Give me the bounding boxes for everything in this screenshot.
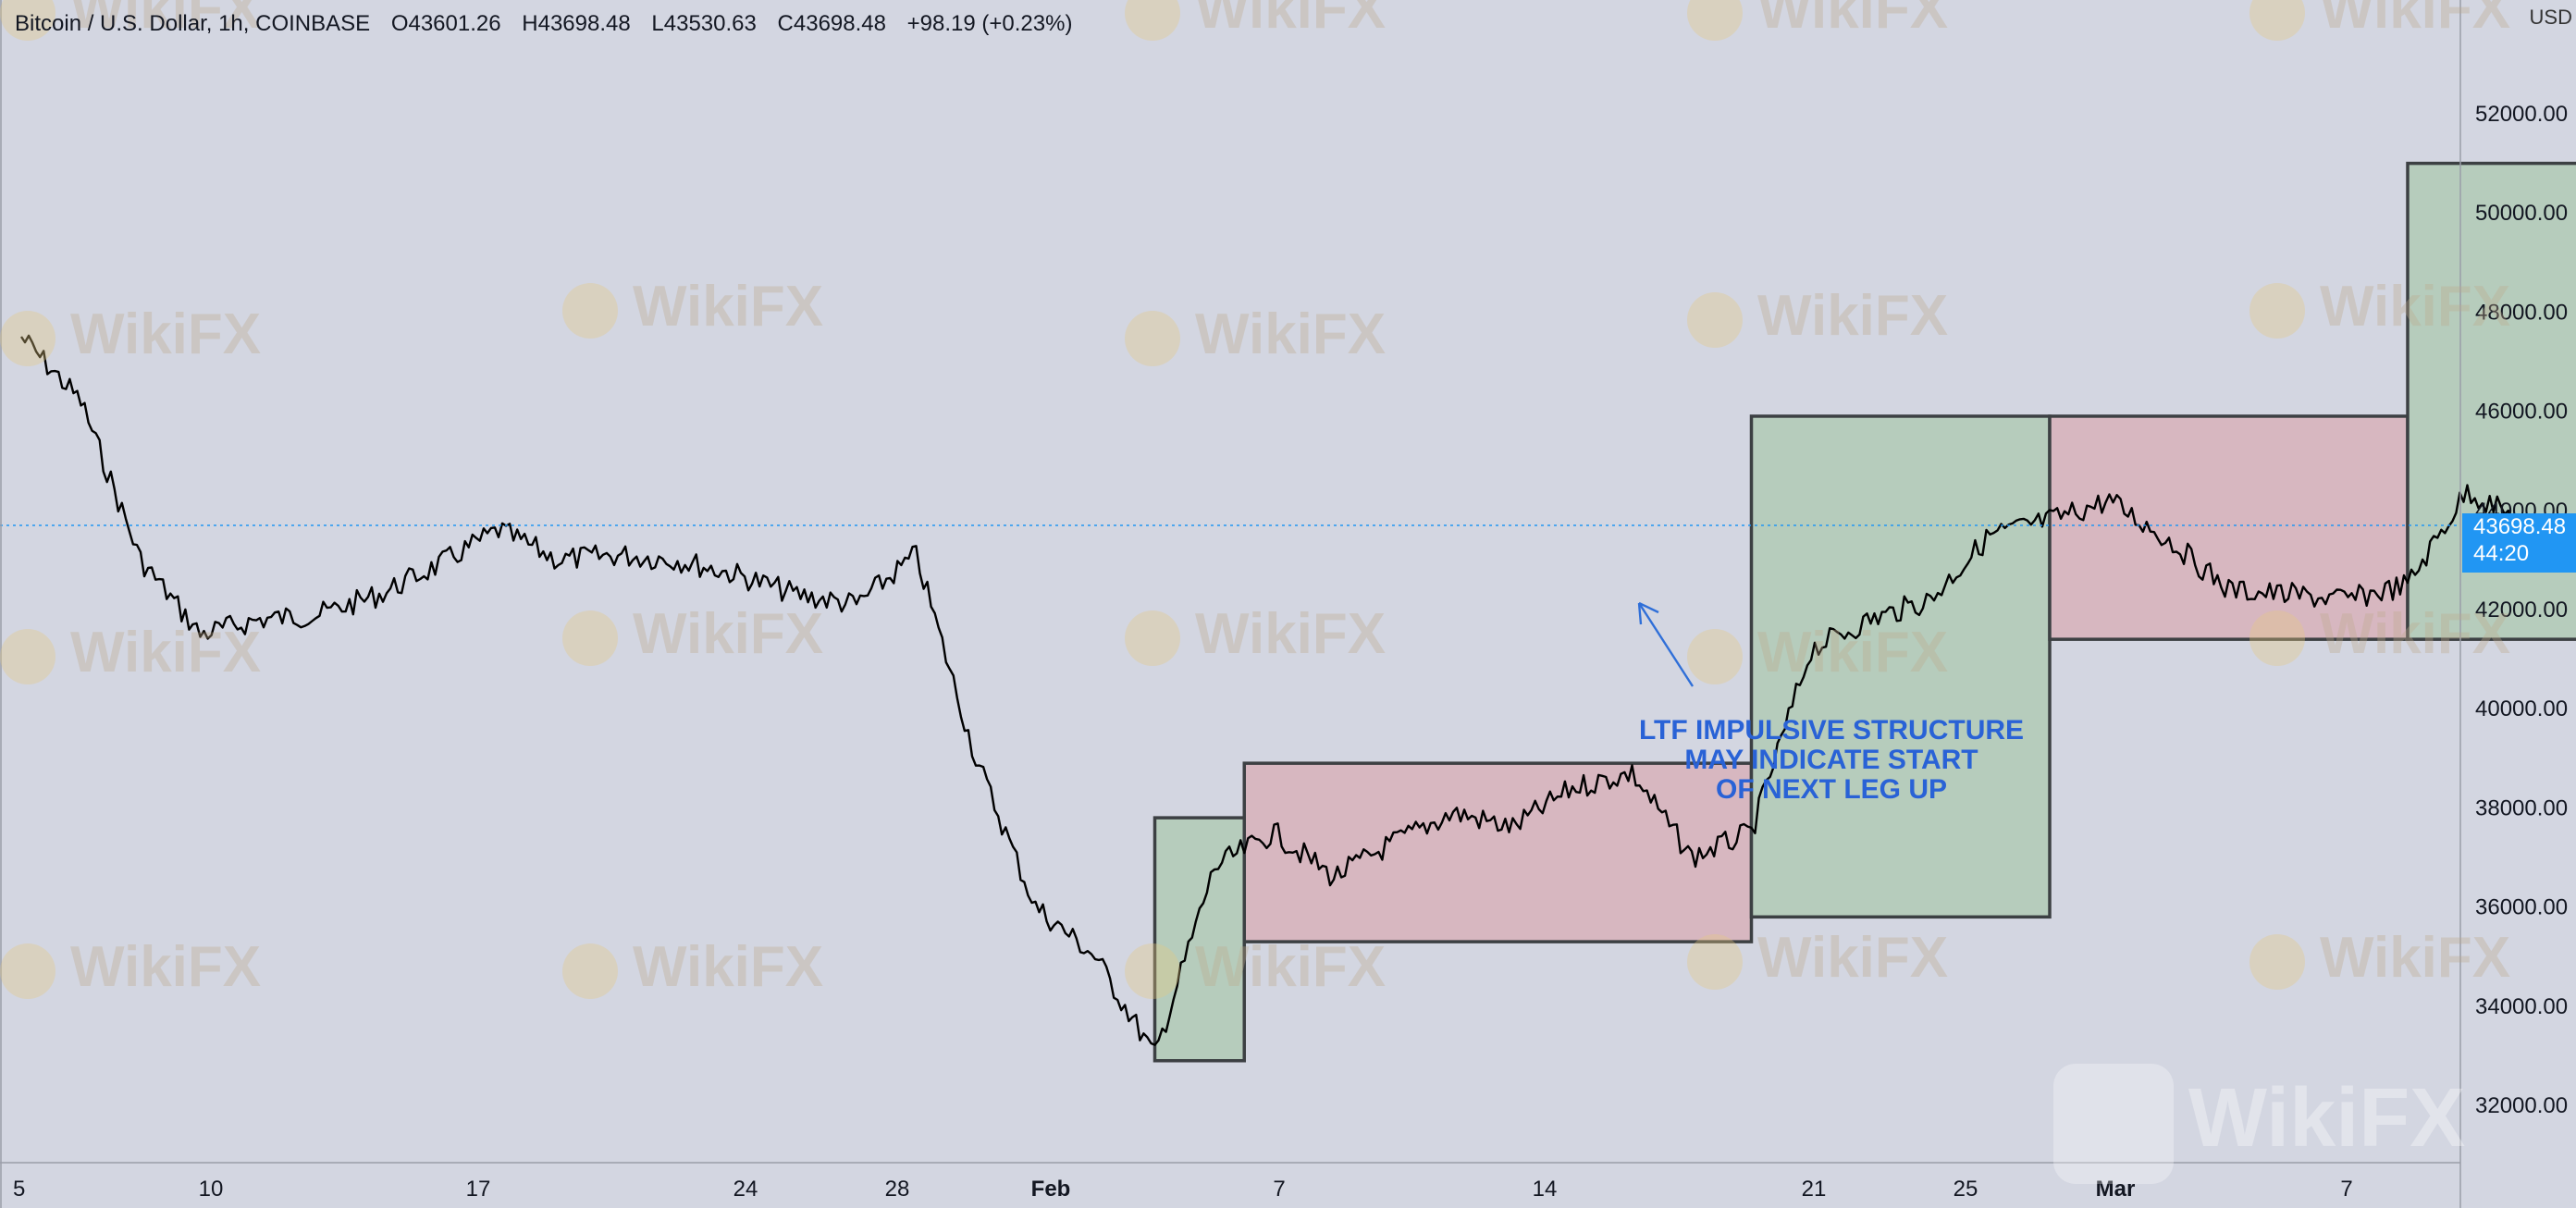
close-label: C — [777, 11, 794, 36]
wikifx-logo-icon — [562, 610, 618, 666]
wikifx-logo-icon — [0, 0, 55, 41]
green-zone-box[interactable] — [1749, 414, 2052, 919]
wikifx-logo-icon — [1687, 291, 1743, 348]
currency-label[interactable]: USD — [2529, 6, 2572, 29]
annotation-line: MAY INDICATE START — [1684, 745, 1978, 775]
price-tick-label: 46000.00 — [2475, 400, 2568, 425]
time-tick-label: 24 — [733, 1177, 758, 1202]
wikifx-logo-icon — [1687, 0, 1743, 41]
wikifx-logo-icon — [1125, 943, 1180, 999]
close-value: 43698.48 — [793, 11, 886, 36]
watermark: WikiFX — [562, 274, 823, 339]
time-tick-label: 17 — [466, 1177, 491, 1202]
symbol-legend[interactable]: Bitcoin / U.S. Dollar, 1h, COINBASE O436… — [15, 11, 1072, 37]
low-value: 43530.63 — [663, 11, 757, 36]
time-tick-label: Mar — [2096, 1177, 2136, 1202]
wikifx-logo-icon — [1687, 628, 1743, 684]
wikifx-logo-icon — [562, 282, 618, 339]
annotation-pointer-arrow — [1637, 602, 1695, 687]
watermark: WikiFX — [2249, 925, 2510, 991]
wikifx-logo-icon — [2249, 933, 2305, 990]
time-tick-label: Feb — [1031, 1177, 1071, 1202]
watermark-large: WikiFX — [2053, 1064, 2465, 1184]
price-tick-label: 32000.00 — [2475, 1093, 2568, 1118]
wikifx-logo-icon — [562, 943, 618, 999]
watermark: WikiFX — [562, 601, 823, 667]
annotation-line: LTF IMPULSIVE STRUCTURE — [1638, 715, 2025, 746]
current-price-tag: 43698.48 44:20 — [2462, 513, 2576, 573]
watermark: WikiFX — [0, 934, 261, 1000]
wikifx-logo-icon — [1687, 933, 1743, 990]
wikifx-logo-icon — [0, 310, 55, 366]
annotation-text[interactable]: LTF IMPULSIVE STRUCTURE MAY INDICATE STA… — [1628, 716, 2035, 805]
wikifx-logo-icon — [2249, 282, 2305, 339]
watermark: WikiFX — [1125, 601, 1386, 667]
wikifx-logo-icon — [0, 943, 55, 999]
watermark: WikiFX — [1687, 925, 1948, 991]
time-tick-label: 7 — [2340, 1177, 2352, 1202]
wikifx-logo-icon — [2249, 610, 2305, 666]
price-tick-label: 36000.00 — [2475, 895, 2568, 920]
annotation-line: OF NEXT LEG UP — [1715, 774, 1948, 805]
wikifx-logo-icon — [1125, 610, 1180, 666]
watermark: WikiFX — [0, 302, 261, 367]
watermark: WikiFX — [1125, 934, 1386, 1000]
wikifx-logo-icon — [0, 628, 55, 684]
watermark: WikiFX — [1687, 0, 1948, 42]
time-tick-label: 5 — [13, 1177, 25, 1202]
price-tick-label: 50000.00 — [2475, 201, 2568, 226]
watermark: WikiFX — [1125, 302, 1386, 367]
watermark: WikiFX — [2249, 0, 2510, 42]
watermark: WikiFX — [562, 934, 823, 1000]
price-tick-label: 40000.00 — [2475, 696, 2568, 721]
high-label: H — [522, 11, 538, 36]
time-tick-label: 21 — [1802, 1177, 1827, 1202]
time-tick-label: 28 — [885, 1177, 910, 1202]
watermark: WikiFX — [1687, 283, 1948, 349]
time-tick-label: 7 — [1273, 1177, 1285, 1202]
price-tick-label: 34000.00 — [2475, 994, 2568, 1019]
watermark: WikiFX — [0, 620, 261, 685]
change-value: +98.19 (+0.23%) — [906, 11, 1073, 36]
price-series-line — [19, 334, 2529, 1046]
wikifx-logo-icon — [1125, 0, 1180, 41]
low-label: L — [651, 11, 664, 36]
time-tick-label: 10 — [199, 1177, 224, 1202]
symbol-title[interactable]: Bitcoin / U.S. Dollar, 1h, COINBASE — [15, 11, 371, 36]
time-scale[interactable]: 5 10 17 24 28 Feb 7 14 21 25 Mar 7 — [13, 1177, 2353, 1202]
wikifx-logo-icon — [2249, 0, 2305, 41]
high-value: 43698.48 — [537, 11, 631, 36]
price-tick-label: 42000.00 — [2475, 598, 2568, 622]
price-scale[interactable]: 52000.0050000.0048000.0046000.0044000.00… — [2475, 102, 2568, 1118]
watermark: WikiFX — [1687, 620, 1948, 685]
watermark: WikiFX — [1125, 0, 1386, 42]
price-tick-label: 52000.00 — [2475, 102, 2568, 127]
watermark: WikiFX — [0, 0, 261, 42]
open-label: O — [390, 11, 409, 36]
open-value: 43601.26 — [408, 11, 501, 36]
time-tick-label: 14 — [1533, 1177, 1558, 1202]
wikifx-logo-icon — [1125, 310, 1180, 366]
current-price-value: 43698.48 — [2473, 514, 2567, 539]
red-zone-box[interactable] — [1242, 761, 1754, 943]
watermark: WikiFX — [2249, 274, 2510, 339]
watermark: WikiFX — [2249, 601, 2510, 667]
bar-countdown: 44:20 — [2473, 541, 2530, 566]
price-tick-label: 38000.00 — [2475, 795, 2568, 820]
zones-layer — [1152, 161, 2576, 1063]
wikifx-logo-icon — [2053, 1064, 2174, 1184]
time-tick-label: 25 — [1954, 1177, 1978, 1202]
red-zone-box[interactable] — [2048, 414, 2410, 641]
annotation-pointer-head — [1637, 601, 1659, 625]
price-tick-label: 48000.00 — [2475, 300, 2568, 325]
